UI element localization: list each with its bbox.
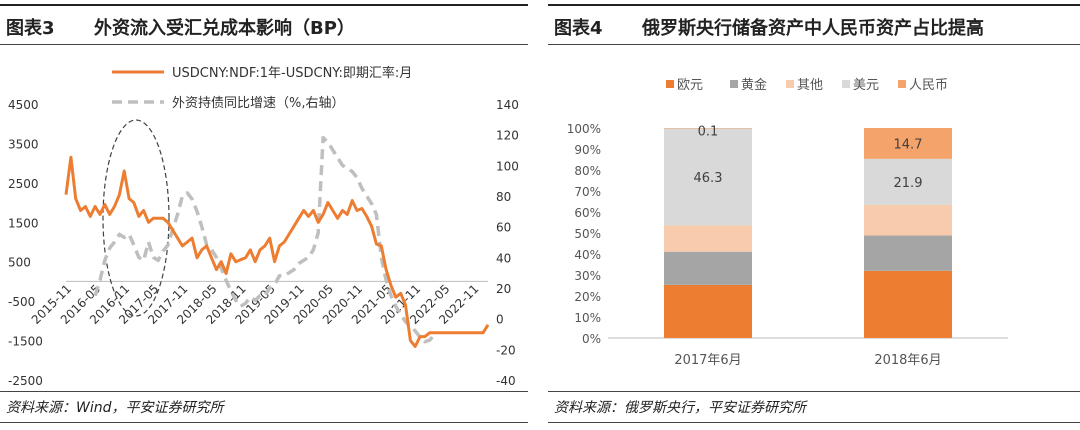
y-tick-label: 50% [574,227,601,241]
right-y-tick-label: 80 [496,190,511,204]
legend-label: 欧元 [677,78,703,93]
data-label: 21.9 [894,176,923,191]
left-title-text: 外资流入受汇兑成本影响（BP） [94,18,355,39]
left-y-tick-label: -500 [8,295,35,309]
right-y-tick-label: 40 [496,251,511,265]
data-label: 0.1 [698,125,719,140]
bar-segment [864,158,952,205]
right-y-tick-label: 20 [496,282,511,296]
legend-swatch [898,80,906,88]
left-source-note: 资料来源：Wind，平安证券研究所 [6,400,224,416]
left-y-tick-label: 3500 [8,137,39,151]
source-rule [0,391,528,392]
title-rule [548,44,1080,45]
y-tick-label: 80% [574,164,601,178]
left-y-tick-label: -1500 [8,335,43,349]
y-tick-label: 0% [582,332,601,346]
left-y-tick-label: 2500 [8,177,39,191]
y-tick-label: 10% [574,311,601,325]
data-label: 46.3 [694,171,723,186]
y-tick-label: 90% [574,143,601,157]
right-y-tick-label: 100 [496,159,519,173]
legend-swatch [842,80,850,88]
right-chart-title: 图表4 俄罗斯央行储备资产中人民币资产占比提高 [554,14,984,40]
line-chart: 4500 3500 2500 1500 500 -500 -1500 -2500 140 120 1… [8,65,519,388]
left-y-tick-label: 4500 [8,98,39,112]
y-tick-label: 60% [574,206,601,220]
series-line-ndf-spread [64,155,490,348]
stacked-bar-chart: 0% 10% 20% 30% 40% 50% 60% 70% 80% 90% 100% 2017年6月… [567,77,1008,368]
x-category-label: 2018年6月 [874,353,941,368]
legend-label-ndf-spread: USDCNY:NDF:1年-USDCNY:即期汇率:月 [172,65,412,81]
dashed-ellipse-annotation [102,119,170,317]
bar-segment [664,128,752,129]
x-category-label: 2017年6月 [674,353,741,368]
y-tick-label: 20% [574,290,601,304]
right-title-text: 俄罗斯央行储备资产中人民币资产占比提高 [642,18,984,39]
left-y-tick-label: 1500 [8,216,39,230]
series-line-bond-growth [93,135,436,344]
right-y-tick-label: 120 [496,129,519,143]
left-chart-panel: 图表3 外资流入受汇兑成本影响（BP） 4500 3500 2500 1500 500 -5… [0,0,528,430]
y-tick-label: 40% [574,248,601,262]
bottom-rule [548,422,1080,423]
right-source-note: 资料来源：俄罗斯央行，平安证券研究所 [554,400,806,416]
legend-swatch [786,80,794,88]
top-rule [0,4,528,6]
bar-segment [864,270,952,338]
right-y-tick-label: 60 [496,221,511,235]
legend-swatch [730,80,738,88]
right-chart-panel: 图表4 俄罗斯央行储备资产中人民币资产占比提高 0% 10% 20% 30% 40% 50%… [548,0,1080,430]
bar-segment [664,225,752,252]
right-y-tick-label: -40 [496,374,516,388]
bar-segment [864,204,952,236]
left-y-tick-label: -2500 [8,374,43,388]
legend-label: 其他 [797,78,823,93]
left-chart-title: 图表3 外资流入受汇兑成本影响（BP） [6,14,355,40]
data-label: 14.7 [894,137,923,152]
bar-segment [864,235,952,271]
bar-segment [664,251,752,285]
source-rule [548,391,1080,392]
left-figure-label: 图表3 [6,18,55,39]
right-y-tick-label: 0 [496,313,504,327]
legend-label: 黄金 [741,77,767,93]
legend-label: 美元 [853,78,879,93]
bar-segment [864,128,952,159]
legend-label: 人民币 [909,78,948,93]
y-tick-label: 100% [567,122,601,136]
y-tick-label: 30% [574,269,601,283]
right-y-tick-label: -20 [496,343,516,357]
bottom-rule [0,422,528,423]
legend-label-bond-growth: 外资持债同比增速（%,右轴） [172,96,345,111]
title-rule [0,44,528,45]
bar-segment [664,284,752,338]
y-tick-label: 70% [574,185,601,199]
left-y-tick-label: 500 [8,256,31,270]
right-y-tick-label: 140 [496,98,519,112]
bar-segment [664,128,752,226]
legend-swatch [666,80,674,88]
top-rule [548,4,1080,6]
right-figure-label: 图表4 [554,18,603,39]
